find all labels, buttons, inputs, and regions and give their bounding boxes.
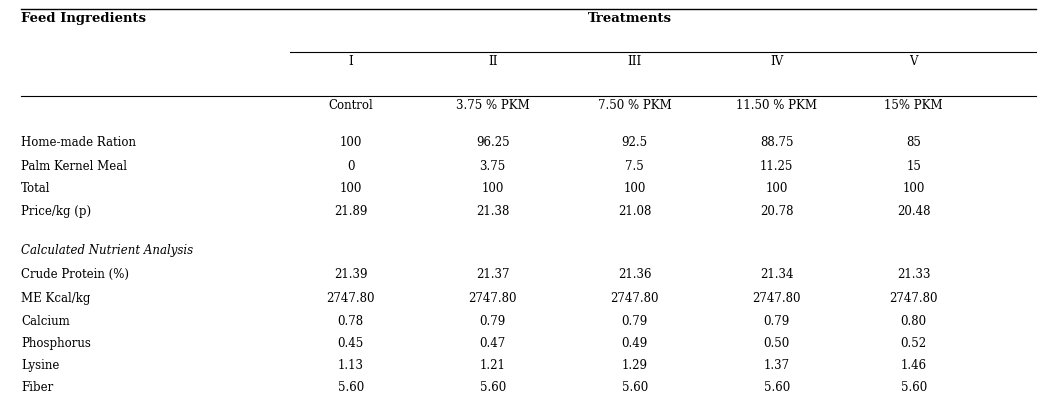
Text: Control: Control	[328, 98, 373, 111]
Text: 21.89: 21.89	[334, 205, 367, 217]
Text: 15% PKM: 15% PKM	[885, 98, 943, 111]
Text: 0.79: 0.79	[764, 314, 790, 328]
Text: 21.38: 21.38	[476, 205, 509, 217]
Text: 0.47: 0.47	[480, 336, 506, 349]
Text: 15: 15	[906, 159, 922, 172]
Text: 5.60: 5.60	[764, 381, 790, 393]
Text: 2747.80: 2747.80	[611, 292, 659, 305]
Text: 7.50 % PKM: 7.50 % PKM	[598, 98, 672, 111]
Text: Palm Kernel Meal: Palm Kernel Meal	[21, 159, 127, 172]
Text: 5.60: 5.60	[338, 381, 364, 393]
Text: 0.52: 0.52	[901, 336, 927, 349]
Text: 11.25: 11.25	[760, 159, 794, 172]
Text: 2747.80: 2747.80	[469, 292, 517, 305]
Text: Crude Protein (%): Crude Protein (%)	[21, 267, 129, 280]
Text: V: V	[910, 55, 918, 68]
Text: III: III	[628, 55, 642, 68]
Text: Total: Total	[21, 182, 50, 194]
Text: 7.5: 7.5	[626, 159, 644, 172]
Text: 100: 100	[481, 182, 504, 194]
Text: 2747.80: 2747.80	[752, 292, 801, 305]
Text: 21.33: 21.33	[897, 267, 931, 280]
Text: 3.75 % PKM: 3.75 % PKM	[456, 98, 529, 111]
Text: 0: 0	[347, 159, 355, 172]
Text: 1.13: 1.13	[338, 358, 364, 371]
Text: 100: 100	[766, 182, 788, 194]
Text: IV: IV	[770, 55, 783, 68]
Text: 88.75: 88.75	[760, 136, 794, 149]
Text: 2747.80: 2747.80	[326, 292, 374, 305]
Text: 21.36: 21.36	[618, 267, 652, 280]
Text: 0.50: 0.50	[764, 336, 790, 349]
Text: 0.79: 0.79	[480, 314, 506, 328]
Text: 0.79: 0.79	[621, 314, 647, 328]
Text: 1.21: 1.21	[480, 358, 505, 371]
Text: 5.60: 5.60	[480, 381, 506, 393]
Text: 21.08: 21.08	[618, 205, 652, 217]
Text: 100: 100	[340, 136, 362, 149]
Text: 0.78: 0.78	[338, 314, 364, 328]
Text: 3.75: 3.75	[480, 159, 506, 172]
Text: Fiber: Fiber	[21, 381, 53, 393]
Text: 0.45: 0.45	[338, 336, 364, 349]
Text: 5.60: 5.60	[901, 381, 927, 393]
Text: 20.48: 20.48	[897, 205, 931, 217]
Text: 11.50 % PKM: 11.50 % PKM	[736, 98, 817, 111]
Text: 21.34: 21.34	[760, 267, 794, 280]
Text: 100: 100	[340, 182, 362, 194]
Text: 21.39: 21.39	[334, 267, 367, 280]
Text: Phosphorus: Phosphorus	[21, 336, 91, 349]
Text: 2747.80: 2747.80	[889, 292, 938, 305]
Text: Lysine: Lysine	[21, 358, 60, 371]
Text: Price/kg (p): Price/kg (p)	[21, 205, 91, 217]
Text: 20.78: 20.78	[760, 205, 794, 217]
Text: Calculated Nutrient Analysis: Calculated Nutrient Analysis	[21, 244, 194, 257]
Text: 1.29: 1.29	[621, 358, 647, 371]
Text: 96.25: 96.25	[476, 136, 509, 149]
Text: 0.49: 0.49	[621, 336, 647, 349]
Text: 100: 100	[623, 182, 646, 194]
Text: Calcium: Calcium	[21, 314, 70, 328]
Text: 21.37: 21.37	[476, 267, 509, 280]
Text: I: I	[348, 55, 354, 68]
Text: II: II	[488, 55, 498, 68]
Text: 0.80: 0.80	[901, 314, 927, 328]
Text: 85: 85	[906, 136, 922, 149]
Text: 1.46: 1.46	[901, 358, 927, 371]
Text: 5.60: 5.60	[621, 381, 647, 393]
Text: 100: 100	[903, 182, 925, 194]
Text: Treatments: Treatments	[588, 12, 672, 25]
Text: 1.37: 1.37	[764, 358, 790, 371]
Text: Home-made Ration: Home-made Ration	[21, 136, 136, 149]
Text: ME Kcal/kg: ME Kcal/kg	[21, 292, 90, 305]
Text: Feed Ingredients: Feed Ingredients	[21, 12, 146, 25]
Text: 92.5: 92.5	[621, 136, 647, 149]
